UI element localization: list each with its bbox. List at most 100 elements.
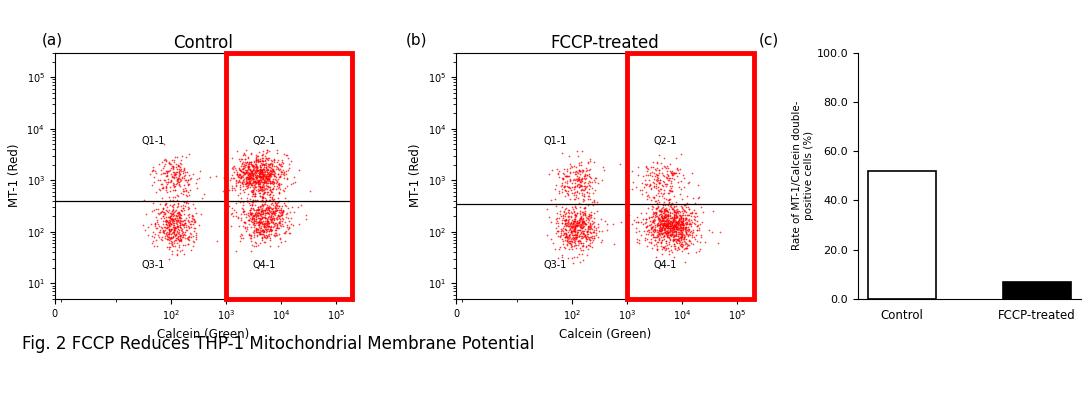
Point [654,234,672,240]
Point [664,216,681,223]
Point [165,169,182,175]
Point [240,232,258,239]
Point [234,173,251,180]
Point [560,184,578,190]
Point [669,218,687,224]
Point [268,208,285,214]
Point [644,231,662,237]
Point [584,219,602,226]
Point [669,208,687,215]
Point [654,216,672,222]
Point [235,171,252,177]
Point [646,217,664,223]
Point [167,217,185,223]
Point [232,181,249,188]
Point [281,224,298,231]
Point [153,209,170,215]
Point [670,184,688,190]
Point [657,208,675,214]
Point [248,167,265,174]
Point [573,178,591,184]
Point [272,212,289,218]
Point [161,194,178,200]
Point [572,176,590,183]
Point [678,220,696,227]
Point [262,172,280,178]
Point [171,167,189,174]
Point [256,207,273,214]
Point [256,220,273,226]
Point [217,168,235,174]
Point [689,181,707,188]
Point [664,223,681,230]
Point [261,180,278,186]
Point [661,225,678,231]
Point [157,214,175,221]
Point [667,223,685,229]
Point [167,225,185,231]
Point [653,218,670,225]
Point [663,225,680,231]
Point [660,213,677,220]
Point [266,200,284,207]
Point [665,224,682,230]
Point [262,189,280,195]
Point [569,175,586,181]
Point [156,233,174,239]
Point [649,238,666,245]
Point [251,184,269,191]
Point [251,211,269,218]
Point [657,223,675,229]
Point [667,215,685,221]
Point [674,225,691,231]
Point [271,218,288,225]
Point [263,161,281,167]
Point [265,217,283,223]
Point [237,180,254,187]
Point [581,226,598,232]
Point [238,225,256,232]
Point [248,166,265,173]
Point [672,230,689,236]
Point [234,181,251,188]
Point [630,171,648,178]
Point [152,166,169,173]
Point [268,206,285,213]
Point [292,202,309,209]
Point [565,223,582,230]
Point [253,158,271,164]
Point [258,189,275,195]
Point [572,231,590,238]
Point [139,231,156,238]
Point [237,170,254,177]
Point [657,214,675,221]
Point [178,179,195,185]
Point [248,213,265,220]
Point [144,167,162,174]
Point [569,219,586,225]
Point [241,172,259,179]
Point [251,220,269,226]
Point [677,214,695,221]
Point [168,213,186,219]
Point [236,162,253,169]
Point [171,176,189,183]
Point [234,162,251,169]
Point [640,239,657,246]
Point [146,223,164,229]
Point [247,158,264,164]
Point [268,150,285,157]
Point [673,214,690,220]
Point [179,211,197,218]
Point [674,232,691,238]
Point [662,222,679,229]
Point [662,212,679,218]
Point [169,200,187,206]
Point [664,228,681,234]
Point [254,148,272,155]
Point [237,210,254,217]
Point [254,227,272,234]
Point [673,219,690,225]
Point [252,160,270,166]
Point [238,176,256,183]
